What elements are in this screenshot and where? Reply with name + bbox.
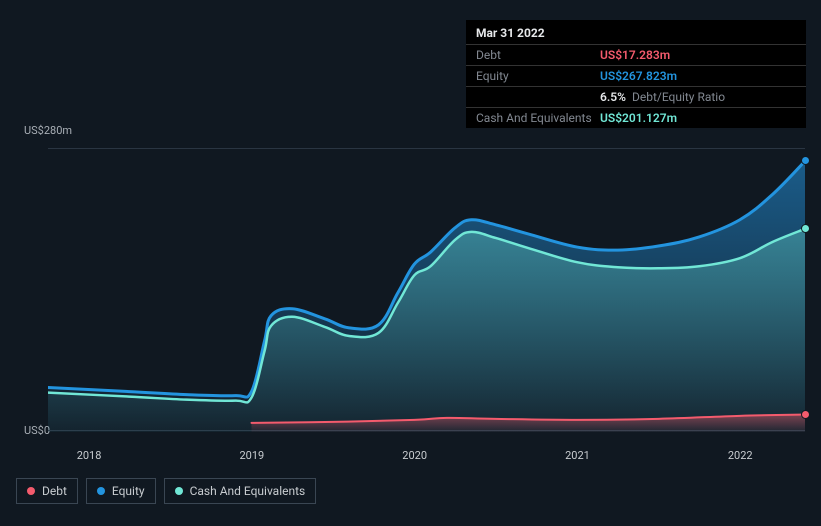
x-axis-label: 2019 [239,449,264,462]
tooltip-key: Equity [476,69,600,83]
y-axis-label-min: US$0 [24,424,50,437]
legend-swatch [175,487,183,495]
x-axis-label: 2021 [565,449,590,462]
legend-label: Debt [42,484,67,498]
x-axis-label: 2018 [77,449,102,462]
legend-label: Cash And Equivalents [190,484,306,498]
tooltip-value: US$267.823m [600,69,677,83]
chart-svg [48,149,805,432]
legend-item[interactable]: Equity [86,478,156,504]
tooltip-value: 6.5% Debt/Equity Ratio [600,90,725,104]
series-end-dot-cash [801,224,810,233]
tooltip-row: 6.5% Debt/Equity Ratio [466,86,806,107]
tooltip-title: Mar 31 2022 [466,20,806,44]
y-axis-label-max: US$280m [24,124,72,137]
tooltip-value: US$17.283m [600,48,670,62]
legend-swatch [97,487,105,495]
legend-swatch [27,487,35,495]
tooltip-key: Cash And Equivalents [476,111,600,125]
x-axis-label: 2020 [402,449,427,462]
tooltip-row: EquityUS$267.823m [466,65,806,86]
tooltip-note: Debt/Equity Ratio [629,90,725,104]
series-end-dot-debt [801,410,810,419]
tooltip-value: US$201.127m [600,111,677,125]
legend-label: Equity [112,484,145,498]
chart-plot-area [48,148,805,431]
tooltip-row: Cash And EquivalentsUS$201.127m [466,107,806,128]
series-end-dot-equity [801,156,810,165]
legend-item[interactable]: Debt [16,478,78,504]
x-axis-label: 2022 [728,449,753,462]
legend-item[interactable]: Cash And Equivalents [164,478,317,504]
tooltip-key [476,90,600,104]
tooltip-key: Debt [476,48,600,62]
legend: Debt Equity Cash And Equivalents [16,478,316,504]
tooltip-row: DebtUS$17.283m [466,44,806,65]
chart-tooltip: Mar 31 2022 DebtUS$17.283mEquityUS$267.8… [466,20,806,128]
